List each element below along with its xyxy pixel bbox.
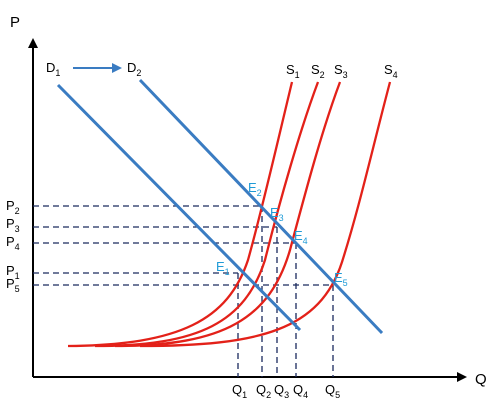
x-axis-title: Q [475,371,487,388]
equilibrium-label-e5: E5 [334,270,348,288]
quantity-label-q4: Q4 [293,382,308,400]
supply-label-s3: S3 [334,62,348,80]
price-label-p3: P3 [6,216,20,234]
quantity-label-q1: Q1 [232,382,247,400]
quantity-label-q5: Q5 [325,382,340,400]
price-label-p5: P5 [6,276,20,294]
supply-label-s2: S2 [311,62,325,80]
supply-curve-s2 [94,81,320,348]
supply-label-s4: S4 [384,62,398,80]
supply-curve-s1 [67,81,294,348]
equilibrium-label-e4: E4 [294,228,308,246]
quantity-label-q3: Q3 [274,382,289,400]
supply-label-s1: S1 [286,62,300,80]
equilibrium-label-e2: E2 [248,180,262,198]
equilibrium-label-e3: E3 [270,205,284,223]
price-label-p1: P1 [6,263,20,281]
supply-curve-s4 [139,81,392,348]
demand-label-d1: D1 [46,60,60,78]
demand-curve-d2 [138,78,384,335]
supply-curve-s3 [114,81,342,348]
price-label-p4: P4 [6,234,20,252]
supply-curves [67,81,392,348]
demand-curves [56,78,384,335]
equilibrium-label-e1: E1 [216,259,230,277]
quantity-label-q2: Q2 [256,382,271,400]
demand-label-d2: D2 [127,60,141,78]
price-guides [33,205,333,286]
price-label-p2: P2 [6,198,20,216]
y-axis-title: P [10,14,20,31]
demand-curve-d1 [56,83,302,332]
